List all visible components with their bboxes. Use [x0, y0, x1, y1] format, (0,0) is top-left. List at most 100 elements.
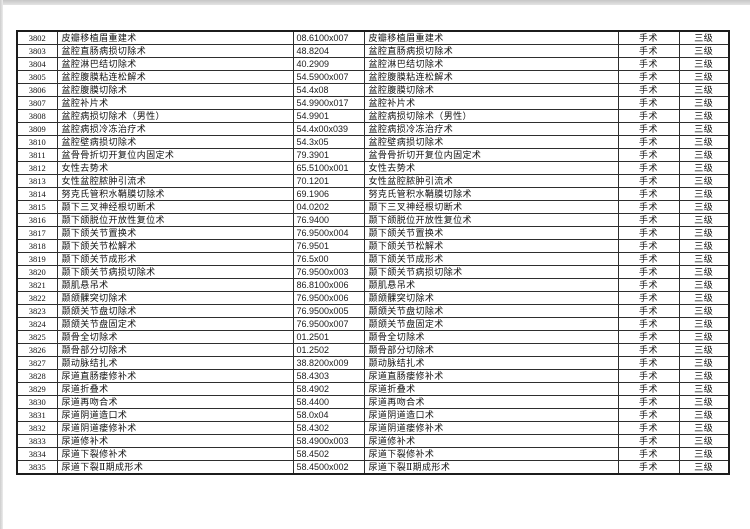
procedure-name-cell: 颞颌关节盘固定术 — [56, 317, 294, 331]
procedure-name-cell: 盆腔淋巴结切除术 — [56, 57, 294, 71]
category-cell: 手术 — [617, 395, 680, 409]
table-row: 3811 盆骨骨折切开复位内固定术 79.3901 盆骨骨折切开复位内固定术 手术 三级 — [16, 148, 730, 162]
level-cell: 三级 — [678, 83, 730, 97]
procedure-name-repeat-cell: 尿道阴道瘘修补术 — [363, 421, 619, 435]
table-row: 3803 盆腔直肠病损切除术 48.8204 盆腔直肠病损切除术 手术 三级 — [16, 44, 730, 58]
level-cell: 三级 — [678, 200, 730, 214]
level-cell: 三级 — [678, 447, 730, 461]
row-number-cell: 3821 — [16, 278, 58, 292]
category-cell: 手术 — [617, 343, 680, 357]
procedure-name-cell: 盆腔病损切除术（男性） — [56, 109, 294, 123]
procedure-name-cell: 尿道折叠术 — [56, 382, 294, 396]
category-cell: 手术 — [617, 70, 680, 84]
procedure-name-repeat-cell: 盆腔直肠病损切除术 — [363, 44, 619, 58]
procedure-name-repeat-cell: 颞动脉结扎术 — [363, 356, 619, 370]
row-number-cell: 3827 — [16, 356, 58, 370]
procedure-name-cell: 努克氏管积水鞘膜切除术 — [56, 187, 294, 201]
row-number-cell: 3813 — [16, 174, 58, 188]
procedure-code-cell: 76.9500x005 — [292, 304, 365, 318]
page-edge-left — [0, 0, 3, 529]
procedure-name-cell: 颞动脉结扎术 — [56, 356, 294, 370]
table-row: 3829 尿道折叠术 58.4902 尿道折叠术 手术 三级 — [16, 382, 730, 396]
category-cell: 手术 — [617, 57, 680, 71]
procedure-name-cell: 尿道再吻合术 — [56, 395, 294, 409]
procedure-code-cell: 76.5x00 — [292, 252, 365, 266]
procedure-code-cell: 69.1906 — [292, 187, 365, 201]
level-cell: 三级 — [678, 122, 730, 136]
table-row: 3821 颞肌悬吊术 86.8100x006 颞肌悬吊术 手术 三级 — [16, 278, 730, 292]
procedure-code-cell: 76.9500x004 — [292, 226, 365, 240]
table-row: 3827 颞动脉结扎术 38.8200x009 颞动脉结扎术 手术 三级 — [16, 356, 730, 370]
procedure-name-cell: 盆腔病损冷冻治疗术 — [56, 122, 294, 136]
table-row: 3831 尿道阴道造口术 58.0x04 尿道阴道造口术 手术 三级 — [16, 408, 730, 422]
procedure-name-repeat-cell: 颞下颌关节病损切除术 — [363, 265, 619, 279]
category-cell: 手术 — [617, 421, 680, 435]
table-row: 3808 盆腔病损切除术（男性） 54.9901 盆腔病损切除术（男性） 手术 三级 — [16, 109, 730, 123]
procedure-name-cell: 颞骨全切除术 — [56, 330, 294, 344]
table-row: 3817 颞下颌关节置换术 76.9500x004 颞下颌关节置换术 手术 三级 — [16, 226, 730, 240]
procedure-name-cell: 尿道下裂修补术 — [56, 447, 294, 461]
procedure-table: 3802 皮瓣移植眉重建术 08.6100x007 皮瓣移植眉重建术 手术 三级 3803 盆… — [16, 30, 730, 475]
procedure-name-repeat-cell: 颞下颌脱位开放性复位术 — [363, 213, 619, 227]
level-cell: 三级 — [678, 265, 730, 279]
table-row: 3806 盆腔腹膜切除术 54.4x08 盆腔腹膜切除术 手术 三级 — [16, 83, 730, 97]
row-number-cell: 3835 — [16, 460, 58, 475]
table-row: 3802 皮瓣移植眉重建术 08.6100x007 皮瓣移植眉重建术 手术 三级 — [16, 30, 730, 45]
procedure-name-cell: 盆腔腹膜切除术 — [56, 83, 294, 97]
category-cell: 手术 — [617, 434, 680, 448]
procedure-name-cell: 颞下颌脱位开放性复位术 — [56, 213, 294, 227]
level-cell: 三级 — [678, 70, 730, 84]
row-number-cell: 3815 — [16, 200, 58, 214]
level-cell: 三级 — [678, 44, 730, 58]
category-cell: 手术 — [617, 161, 680, 175]
procedure-name-cell: 颞下颌关节松解术 — [56, 239, 294, 253]
level-cell: 三级 — [678, 187, 730, 201]
procedure-name-repeat-cell: 颞颌关节盘切除术 — [363, 304, 619, 318]
table-row: 3815 颞下三叉神经根切断术 04.0202 颞下三叉神经根切断术 手术 三级 — [16, 200, 730, 214]
procedure-name-cell: 颞下三叉神经根切断术 — [56, 200, 294, 214]
level-cell: 三级 — [678, 343, 730, 357]
level-cell: 三级 — [678, 304, 730, 318]
row-number-cell: 3830 — [16, 395, 58, 409]
procedure-name-repeat-cell: 盆腔补片术 — [363, 96, 619, 110]
table-row: 3822 颞颌髁突切除术 76.9500x006 颞颌髁突切除术 手术 三级 — [16, 291, 730, 305]
procedure-name-repeat-cell: 颞肌悬吊术 — [363, 278, 619, 292]
table-row: 3804 盆腔淋巴结切除术 40.2909 盆腔淋巴结切除术 手术 三级 — [16, 57, 730, 71]
procedure-name-repeat-cell: 尿道折叠术 — [363, 382, 619, 396]
category-cell: 手术 — [617, 265, 680, 279]
procedure-code-cell: 54.9901 — [292, 109, 365, 123]
row-number-cell: 3807 — [16, 96, 58, 110]
procedure-name-repeat-cell: 尿道下裂Ⅱ期成形术 — [363, 460, 619, 475]
table-row: 3812 女性去势术 65.5100x001 女性去势术 手术 三级 — [16, 161, 730, 175]
procedure-name-repeat-cell: 颞下颌关节松解术 — [363, 239, 619, 253]
procedure-code-cell: 76.9400 — [292, 213, 365, 227]
procedure-code-cell: 58.4500x002 — [292, 460, 365, 475]
level-cell: 三级 — [678, 135, 730, 149]
procedure-code-cell: 54.5900x007 — [292, 70, 365, 84]
table-row: 3825 颞骨全切除术 01.2501 颞骨全切除术 手术 三级 — [16, 330, 730, 344]
category-cell: 手术 — [617, 330, 680, 344]
table-row: 3823 颞颌关节盘切除术 76.9500x005 颞颌关节盘切除术 手术 三级 — [16, 304, 730, 318]
level-cell: 三级 — [678, 30, 730, 45]
row-number-cell: 3820 — [16, 265, 58, 279]
table-row: 3828 尿道直肠瘘修补术 58.4303 尿道直肠瘘修补术 手术 三级 — [16, 369, 730, 383]
row-number-cell: 3805 — [16, 70, 58, 84]
category-cell: 手术 — [617, 291, 680, 305]
category-cell: 手术 — [617, 213, 680, 227]
procedure-name-repeat-cell: 尿道直肠瘘修补术 — [363, 369, 619, 383]
row-number-cell: 3822 — [16, 291, 58, 305]
row-number-cell: 3808 — [16, 109, 58, 123]
level-cell: 三级 — [678, 161, 730, 175]
table-row: 3820 颞下颌关节病损切除术 76.9500x003 颞下颌关节病损切除术 手术 三级 — [16, 265, 730, 279]
procedure-name-cell: 盆骨骨折切开复位内固定术 — [56, 148, 294, 162]
procedure-name-cell: 颞下颌关节病损切除术 — [56, 265, 294, 279]
procedure-name-repeat-cell: 盆腔壁病损切除术 — [363, 135, 619, 149]
level-cell: 三级 — [678, 408, 730, 422]
category-cell: 手术 — [617, 304, 680, 318]
level-cell: 三级 — [678, 395, 730, 409]
procedure-code-cell: 76.9500x003 — [292, 265, 365, 279]
table-row: 3807 盆腔补片术 54.9900x017 盆腔补片术 手术 三级 — [16, 96, 730, 110]
category-cell: 手术 — [617, 200, 680, 214]
procedure-name-cell: 盆腔直肠病损切除术 — [56, 44, 294, 58]
